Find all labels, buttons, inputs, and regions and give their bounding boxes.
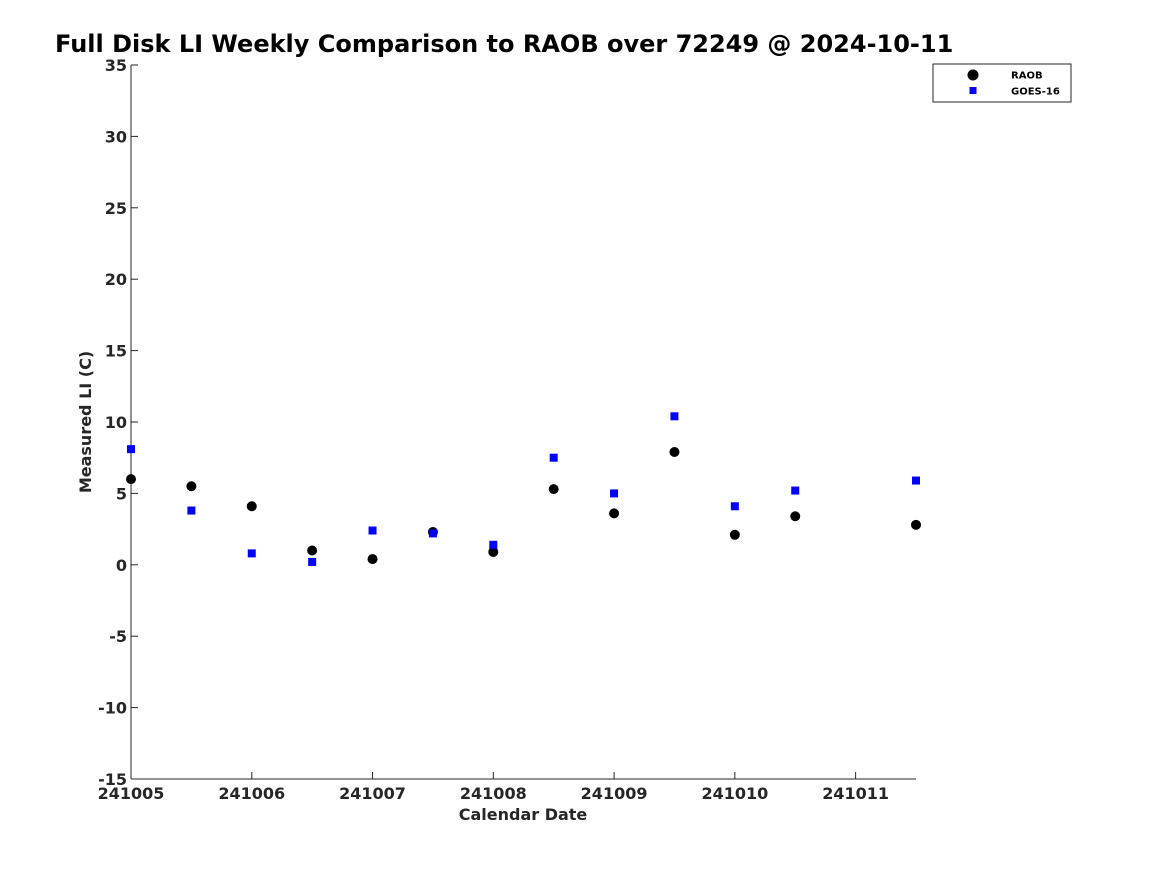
y-ticks: 35 30 25 20 15 10 5 0 -5 -10 -15 [98,56,138,789]
plot-points [126,412,921,566]
raob-point [669,446,680,457]
y-tick-label: 20 [105,270,127,289]
raob-point [307,545,318,556]
goes16-point [489,540,498,549]
x-ticks: 241005 241006 241007 241008 241009 241010 2410… [98,772,889,803]
legend: RAOB GOES-16 [932,63,1072,103]
y-tick-label: 35 [105,56,127,75]
y-tick-label: 10 [105,413,127,432]
y-tick-label: -15 [98,770,127,789]
goes16-point [187,506,196,515]
x-tick-label: 241008 [460,784,527,803]
y-tick-label: -5 [109,627,127,646]
goes16-point [912,476,920,485]
goes16-point [610,489,619,498]
chart-title: Full Disk LI Weekly Comparison to RAOB o… [55,30,953,58]
raob-point [246,501,257,512]
x-tick-label: 241009 [581,784,648,803]
goes16-point [549,453,558,462]
y-axis-label: Measured LI (C) [76,351,95,493]
raob-point [126,474,136,485]
goes16-point [730,502,739,511]
raob-point [367,554,378,565]
y-tick-label: -10 [98,699,127,718]
y-tick-label: 25 [105,199,127,218]
legend-label-raob: RAOB [1011,71,1043,82]
x-tick-label: 241005 [98,784,165,803]
raob-point [911,519,921,530]
goes16-point [247,549,256,558]
raob-point [609,508,620,519]
legend-marker-goes16 [969,87,977,94]
goes16-point [791,486,800,495]
legend-marker-raob [967,69,979,81]
y-tick-label: 5 [116,484,127,503]
raob-point [548,484,559,495]
raob-point [488,546,499,557]
raob-point [729,529,740,540]
legend-box [932,63,1072,103]
raob-point [790,511,801,522]
x-tick-label: 241011 [822,784,889,803]
y-tick-label: 30 [105,127,127,146]
goes16-point [670,412,679,421]
y-tick-label: 0 [116,556,127,575]
x-tick-label: 241007 [339,784,406,803]
x-tick-label: 241006 [218,784,285,803]
goes16-point [308,557,317,566]
goes16-point [428,529,437,538]
goes16-point [127,445,135,454]
goes16-point [368,526,377,535]
raob-point [186,481,197,492]
legend-label-goes16: GOES-16 [1011,87,1060,98]
x-tick-label: 241010 [701,784,768,803]
x-axis-label: Calendar Date [459,805,588,824]
y-tick-label: 15 [105,342,127,361]
